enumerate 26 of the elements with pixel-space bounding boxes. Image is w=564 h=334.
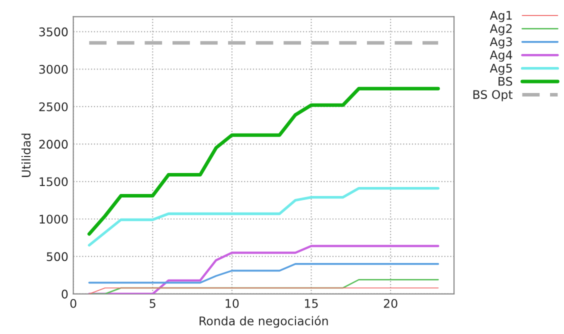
y-tick-label: 1000 — [40, 214, 68, 224]
y-axis-title: Utilidad — [21, 134, 31, 177]
x-tick-label: 0 — [70, 298, 76, 308]
line-series — [88, 186, 440, 247]
legend-label: BS Opt — [473, 90, 513, 102]
x-tick-label: 20 — [384, 298, 398, 308]
y-tick-label: 3500 — [39, 27, 68, 36]
y-tick-label: 2500 — [39, 102, 68, 112]
legend-label: Ag1 — [490, 11, 512, 22]
y-tick-label: 3000 — [39, 64, 68, 74]
y-tick-label: 0 — [62, 290, 68, 299]
y-tick-label: 1500 — [40, 177, 68, 186]
line-series — [88, 244, 440, 294]
legend-label: BS — [498, 76, 512, 86]
legend-label: Ag4 — [490, 50, 512, 62]
line-series — [88, 263, 440, 284]
y-tick-label: 500 — [46, 252, 68, 262]
x-tick-label: 10 — [226, 298, 239, 308]
legend-label: Ag2 — [490, 24, 512, 36]
line-series — [87, 86, 440, 236]
x-axis-title: Ronda de negociación — [200, 316, 328, 328]
y-tick-label: 2000 — [39, 140, 68, 149]
x-tick-label: 15 — [305, 299, 318, 308]
x-tick-label: 5 — [150, 299, 156, 308]
legend-label: Ag5 — [490, 64, 512, 75]
legend-label: Ag3 — [490, 37, 512, 49]
